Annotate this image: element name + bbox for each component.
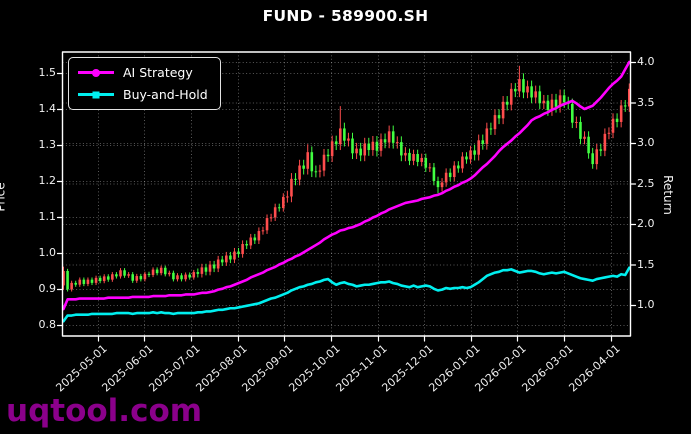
legend: AI Strategy Buy-and-Hold: [68, 57, 221, 110]
legend-label-buy-and-hold: Buy-and-Hold: [123, 87, 208, 102]
y-right-tick-label: 1.5: [637, 257, 655, 271]
y-axis-label-price: Price: [0, 182, 8, 212]
y-left-tick-label: 1.0: [38, 246, 57, 259]
y-right-tick-label: 2.0: [637, 217, 655, 230]
y-right-tick-label: 3.5: [637, 95, 655, 109]
chart-title: FUND - 589900.SH: [262, 7, 429, 25]
y-left-tick-label: 0.8: [38, 318, 57, 331]
y-left-tick-label: 1.2: [38, 174, 57, 187]
y-left-tick-label: 1.4: [38, 102, 57, 115]
y-left-tick-label: 1.1: [38, 210, 57, 223]
y-axis-label-return: Return: [660, 175, 675, 215]
y-left-tick-label: 0.9: [38, 282, 57, 295]
legend-item-ai-strategy: AI Strategy: [78, 63, 208, 82]
y-left-tick-label: 1.3: [38, 138, 57, 151]
y-right-tick-label: 2.5: [637, 176, 655, 190]
ai-strategy-line-sample: [78, 68, 114, 77]
y-right-tick-label: 4.0: [637, 55, 655, 68]
watermark: uqtool.com: [6, 393, 203, 429]
legend-item-buy-and-hold: Buy-and-Hold: [78, 85, 208, 104]
buy-and-hold-line-sample: [78, 91, 114, 98]
y-left-tick-label: 1.5: [38, 66, 57, 79]
y-right-tick-label: 3.0: [637, 136, 655, 149]
y-right-tick-label: 1.0: [637, 298, 655, 311]
legend-label-ai-strategy: AI Strategy: [123, 65, 193, 80]
